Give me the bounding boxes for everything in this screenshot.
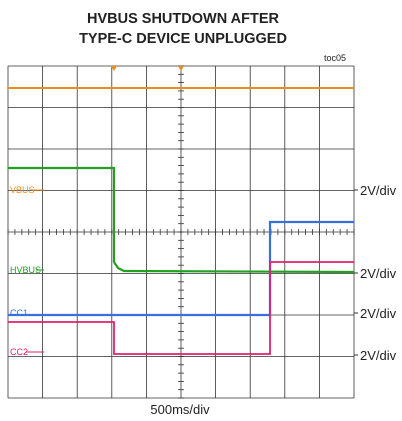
channel-scale: 2V/div bbox=[360, 348, 397, 363]
channel-label: CC2 bbox=[10, 347, 28, 357]
hvbus-trace bbox=[8, 166, 355, 274]
trigger-marker bbox=[178, 66, 184, 71]
title-line: HVBUS SHUTDOWN AFTER bbox=[87, 11, 280, 27]
cc2-trace bbox=[8, 261, 354, 355]
title-line: TYPE-C DEVICE UNPLUGGED bbox=[79, 31, 287, 47]
grid bbox=[7, 65, 355, 399]
trigger-marker bbox=[111, 66, 117, 71]
channel-label: HVBUS bbox=[10, 265, 41, 275]
time-scale: 500ms/div bbox=[150, 402, 210, 417]
channel-label: CC1 bbox=[10, 308, 28, 318]
figure-id: toc05 bbox=[324, 53, 346, 63]
channel-scale: 2V/div bbox=[360, 266, 397, 281]
channel-label: VBUS bbox=[10, 185, 35, 195]
channel-scale: 2V/div bbox=[360, 306, 397, 321]
channel-scale: 2V/div bbox=[360, 183, 397, 198]
